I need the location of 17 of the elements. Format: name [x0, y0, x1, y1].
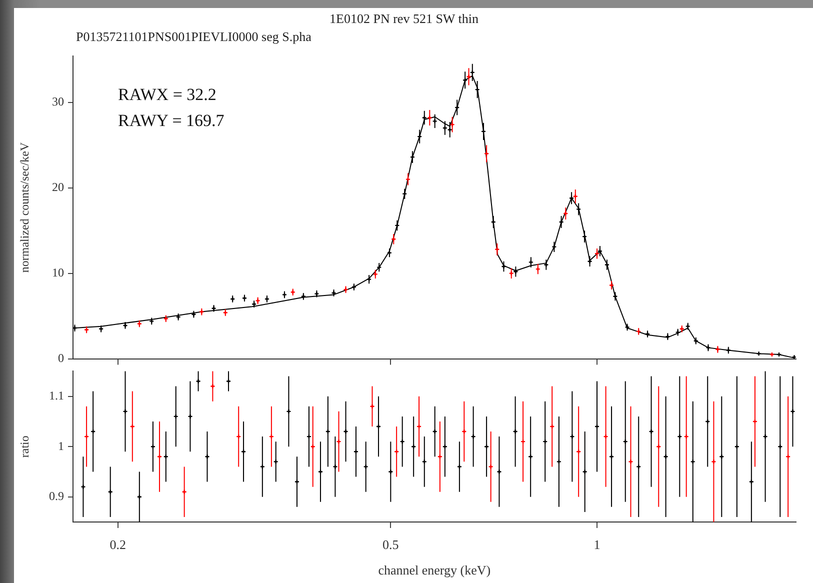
y-tick-label: 1	[58, 438, 64, 453]
y-tick-label: 10	[52, 265, 64, 280]
y-tick-label: 0.9	[49, 489, 64, 504]
y-axis-title: ratio	[17, 436, 32, 458]
x-tick-label: 0.2	[110, 537, 126, 552]
chart-title: 1E0102 PN rev 521 SW thin	[330, 11, 478, 27]
x-tick-label: 0.5	[382, 537, 399, 552]
annotation: RAWX = 32.2	[118, 84, 216, 106]
annotation: RAWY = 169.7	[118, 110, 224, 132]
chart-subtitle: P0135721101PNS001PIEVLI0000 seg S.pha	[76, 29, 312, 45]
y-tick-label: 20	[52, 180, 64, 194]
y-tick-label: 0	[58, 350, 64, 365]
x-axis-title: channel energy (keV)	[378, 562, 491, 578]
y-tick-label: 1.1	[49, 388, 64, 402]
y-axis-title: normalized counts/sec/keV	[17, 142, 32, 273]
y-tick-label: 30	[52, 94, 64, 109]
x-tick-label: 1	[594, 537, 600, 552]
